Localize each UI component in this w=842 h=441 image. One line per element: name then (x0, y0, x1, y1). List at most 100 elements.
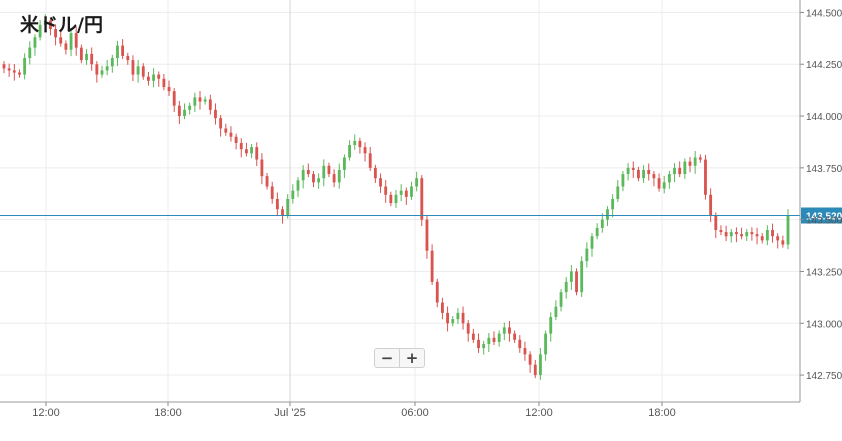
candle-body (286, 198, 290, 216)
candle (332, 169, 336, 188)
candle (735, 227, 738, 243)
candle-body (229, 132, 233, 137)
candle (533, 359, 537, 379)
candle-body (456, 312, 460, 320)
candle-body (502, 327, 506, 334)
candle-body (33, 37, 37, 48)
candle (239, 138, 243, 158)
candle (110, 54, 114, 73)
candle (549, 312, 553, 342)
candle (456, 308, 460, 324)
candle (461, 306, 465, 330)
candle-body (771, 230, 774, 237)
candle-body (322, 165, 326, 179)
candle-body (193, 97, 197, 106)
candle (317, 173, 321, 189)
candle-body (523, 348, 527, 355)
chart-title: 米ドル/円 (20, 14, 103, 36)
candle-body (152, 74, 155, 81)
candle (425, 214, 429, 259)
plot-background (0, 0, 800, 402)
candle-body (358, 140, 362, 148)
candle-body (7, 68, 11, 71)
candle (152, 68, 155, 88)
candle (100, 65, 104, 78)
candle-body (471, 333, 475, 340)
candle-body (410, 186, 413, 197)
candle-body (497, 333, 501, 342)
candle (441, 297, 444, 320)
candle (477, 333, 480, 353)
candle-body (461, 312, 465, 324)
candle-body (637, 169, 640, 179)
candle-body (508, 327, 511, 334)
candle (116, 40, 119, 67)
candle-body (281, 209, 284, 216)
candle (79, 44, 83, 64)
candle (704, 154, 707, 200)
price-tag-label: 143.520 (806, 212, 842, 223)
candle (497, 330, 501, 347)
candle (28, 41, 32, 65)
candle (379, 173, 382, 193)
y-tick-label: 143.500 (806, 216, 842, 227)
candle-body (446, 312, 449, 324)
candle (585, 242, 589, 268)
candle-body (265, 176, 269, 187)
candle (771, 223, 774, 243)
candle-body (343, 157, 346, 170)
candle (343, 154, 346, 178)
candle-body (337, 169, 341, 183)
candle (724, 225, 728, 241)
zoom-in-button[interactable]: + (399, 349, 424, 367)
candle-body (441, 302, 444, 313)
candle-body (528, 354, 532, 365)
candle-body (188, 105, 192, 110)
candle (508, 320, 511, 342)
candle-body (239, 142, 243, 150)
candle (255, 142, 259, 166)
candle (487, 332, 491, 353)
candle-body (219, 118, 223, 129)
candle-body (23, 58, 27, 75)
candle-body (595, 227, 599, 237)
candle (358, 137, 362, 154)
candle (657, 173, 661, 192)
candle (466, 320, 470, 342)
candle (415, 171, 419, 192)
candle-body (131, 60, 135, 75)
candle (234, 133, 238, 150)
candle-body (245, 149, 248, 154)
candle (539, 347, 542, 380)
candle (162, 73, 166, 91)
candle (368, 146, 372, 171)
candle-body (662, 182, 666, 189)
candle-body (760, 236, 764, 241)
x-tick-label: 18:00 (648, 407, 676, 419)
candle (528, 351, 532, 373)
x-tick-label: 12:00 (32, 407, 60, 419)
candle-body (85, 53, 88, 61)
candle (575, 268, 578, 296)
candle-body (291, 190, 295, 199)
candle (245, 142, 248, 157)
candle-body (709, 194, 713, 216)
candle (518, 335, 522, 353)
candle-body (554, 306, 558, 318)
candle-body (688, 161, 692, 166)
candle-body (250, 147, 253, 154)
zoom-out-button[interactable]: − (380, 349, 394, 367)
candle (600, 213, 604, 233)
candle-body (54, 29, 57, 38)
candle (606, 206, 609, 227)
candle (322, 159, 326, 187)
candle (373, 164, 377, 183)
candle-body (348, 145, 351, 158)
candle (559, 289, 563, 312)
candle (167, 80, 171, 96)
candle (177, 100, 181, 125)
candle-body (394, 194, 398, 204)
candle (172, 88, 176, 113)
candle-body (379, 178, 382, 187)
